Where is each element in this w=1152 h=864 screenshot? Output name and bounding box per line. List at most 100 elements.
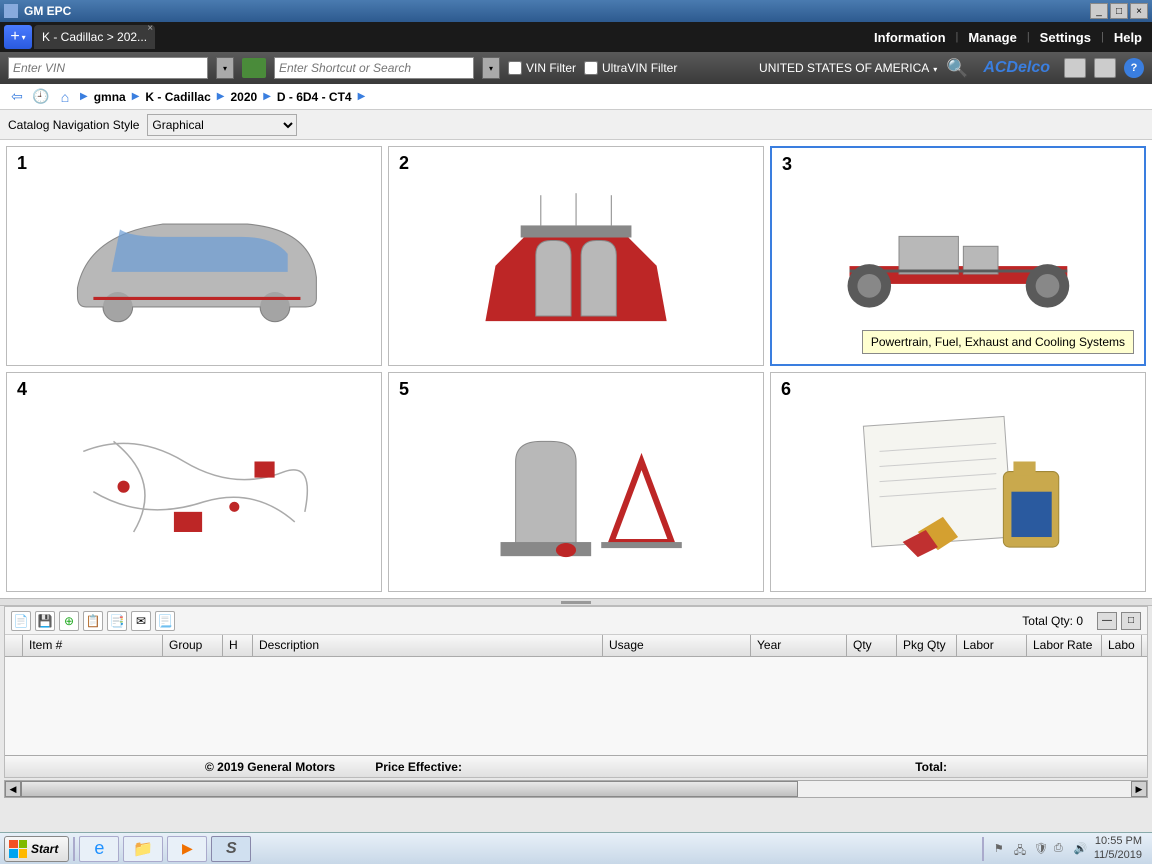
search-icon[interactable]: 🔍	[945, 56, 969, 80]
panel-splitter[interactable]	[0, 598, 1152, 606]
menu-help[interactable]: Help	[1104, 30, 1152, 45]
vin-dropdown-button[interactable]: ▾	[216, 57, 234, 79]
crumb-gmna[interactable]: gmna	[94, 90, 126, 104]
parts-list-panel: 📄 💾 ⊕ 📋 📑 ✉ 📃 Total Qty: 0 — □ Item #Gro…	[4, 606, 1148, 778]
taskbar-ie-icon[interactable]: e	[79, 836, 119, 862]
column-headers: Item #GroupHDescriptionUsageYearQtyPkg Q…	[5, 635, 1147, 657]
cell-number: 1	[17, 153, 27, 174]
filter-bar: ▾ ▾ VIN Filter UltraVIN Filter UNITED ST…	[0, 52, 1152, 84]
new-icon[interactable]: 📄	[11, 611, 31, 631]
home-icon[interactable]: ⌂	[56, 88, 74, 106]
tab-cadillac[interactable]: K - Cadillac > 202... ×	[34, 25, 155, 49]
category-cell-1[interactable]: 1	[6, 146, 382, 366]
column-header[interactable]: H	[223, 635, 253, 656]
copyright-label: © 2019 General Motors	[205, 760, 335, 774]
crumb-cadillac[interactable]: K - Cadillac	[145, 90, 210, 104]
car-body-diagram	[13, 153, 375, 359]
category-cell-3[interactable]: 3 Powertrain, Fuel, Exhaust and Cooling …	[770, 146, 1146, 366]
column-header[interactable]: Group	[163, 635, 223, 656]
taskbar-app-icon[interactable]: S	[211, 836, 251, 862]
folder-icon[interactable]	[1064, 58, 1086, 78]
chevron-right-icon: ▶	[132, 91, 140, 102]
new-tab-button[interactable]: +▾	[4, 25, 32, 49]
windows-taskbar: Start e 📁 ▶ S ⚑ 🖧 🛡 ⎙ 🔊 10:55 PM 11/5/20…	[0, 832, 1152, 864]
menu-manage[interactable]: Manage	[958, 30, 1026, 45]
column-header[interactable]: Labo	[1102, 635, 1142, 656]
accessories-diagram	[395, 379, 757, 585]
scroll-left-icon[interactable]: ◀	[5, 781, 21, 797]
doc-icon[interactable]: 📃	[155, 611, 175, 631]
menu-settings[interactable]: Settings	[1030, 30, 1101, 45]
column-header[interactable]: Usage	[603, 635, 751, 656]
cell-number: 4	[17, 379, 27, 400]
navstyle-select[interactable]: Graphical	[147, 114, 297, 136]
taskbar-explorer-icon[interactable]: 📁	[123, 836, 163, 862]
copy-icon[interactable]: 📑	[107, 611, 127, 631]
price-effective-label: Price Effective:	[375, 760, 462, 774]
back-icon[interactable]: ⇦	[8, 88, 26, 106]
taskbar-media-icon[interactable]: ▶	[167, 836, 207, 862]
history-icon[interactable]: 🕘	[32, 88, 50, 106]
tab-bar: +▾ K - Cadillac > 202... × Information |…	[0, 22, 1152, 52]
system-clock[interactable]: 10:55 PM 11/5/2019	[1094, 835, 1142, 861]
vin-filter-checkbox[interactable]: VIN Filter	[508, 61, 576, 75]
close-button[interactable]: ×	[1130, 3, 1148, 19]
vin-input[interactable]	[8, 57, 208, 79]
column-header[interactable]: Description	[253, 635, 603, 656]
search-dropdown-button[interactable]: ▾	[482, 57, 500, 79]
chevron-right-icon: ▶	[80, 91, 88, 102]
column-header[interactable]: Year	[751, 635, 847, 656]
scroll-thumb[interactable]	[21, 781, 798, 797]
search-input[interactable]	[274, 57, 474, 79]
parts-toolbar: 📄 💾 ⊕ 📋 📑 ✉ 📃 Total Qty: 0 — □	[5, 607, 1147, 635]
category-cell-5[interactable]: 5	[388, 372, 764, 592]
powertrain-diagram	[778, 154, 1138, 358]
tab-close-icon[interactable]: ×	[147, 23, 153, 34]
column-header[interactable]: Labor	[957, 635, 1027, 656]
cell-number: 6	[781, 379, 791, 400]
category-cell-6[interactable]: 6	[770, 372, 1146, 592]
breadcrumb-bar: ⇦ 🕘 ⌂ ▶ gmna ▶ K - Cadillac ▶ 2020 ▶ D -…	[0, 84, 1152, 110]
tray-network-icon[interactable]: 🖧	[1014, 842, 1028, 856]
cell-number: 3	[782, 154, 792, 175]
truck-icon[interactable]	[242, 58, 266, 78]
window-titlebar: GM EPC _ □ ×	[0, 0, 1152, 22]
category-cell-2[interactable]: 2	[388, 146, 764, 366]
navstyle-bar: Catalog Navigation Style Graphical	[0, 110, 1152, 140]
total-qty-label: Total Qty: 0	[1022, 614, 1083, 628]
crumb-ct4[interactable]: D - 6D4 - CT4	[277, 90, 352, 104]
column-header[interactable]: Labor Rate	[1027, 635, 1102, 656]
menu-information[interactable]: Information	[864, 30, 956, 45]
scroll-right-icon[interactable]: ▶	[1131, 781, 1147, 797]
panel-minimize-button[interactable]: —	[1097, 612, 1117, 630]
help-icon[interactable]: ?	[1124, 58, 1144, 78]
tray-device-icon[interactable]: ⎙	[1054, 842, 1068, 856]
tray-flag-icon[interactable]: ⚑	[994, 842, 1008, 856]
save-icon[interactable]: 💾	[35, 611, 55, 631]
paste-icon[interactable]: 📋	[83, 611, 103, 631]
app-icon	[4, 4, 18, 18]
tray-shield-icon[interactable]: 🛡	[1034, 842, 1048, 856]
mail-icon[interactable]: ✉	[131, 611, 151, 631]
minimize-button[interactable]: _	[1090, 3, 1108, 19]
column-header[interactable]: Item #	[23, 635, 163, 656]
total-label: Total:	[915, 760, 947, 774]
start-button[interactable]: Start	[4, 836, 69, 862]
cell-number: 5	[399, 379, 409, 400]
tab-label: K - Cadillac > 202...	[42, 30, 147, 44]
tray-volume-icon[interactable]: 🔊	[1074, 842, 1088, 856]
horizontal-scrollbar[interactable]: ◀ ▶	[4, 780, 1148, 798]
column-header[interactable]: Qty	[847, 635, 897, 656]
panel-maximize-button[interactable]: □	[1121, 612, 1141, 630]
maximize-button[interactable]: □	[1110, 3, 1128, 19]
windows-logo-icon	[9, 840, 27, 858]
country-selector[interactable]: UNITED STATES OF AMERICA▾	[759, 61, 937, 75]
print-icon[interactable]	[1094, 58, 1116, 78]
category-cell-4[interactable]: 4	[6, 372, 382, 592]
ultravin-filter-checkbox[interactable]: UltraVIN Filter	[584, 61, 677, 75]
crumb-2020[interactable]: 2020	[230, 90, 257, 104]
column-header[interactable]: Pkg Qty	[897, 635, 957, 656]
column-header[interactable]	[5, 635, 23, 656]
category-grid: 1 2 3 Powertrain, Fuel, Exhaust and Cool…	[0, 140, 1152, 598]
add-icon[interactable]: ⊕	[59, 611, 79, 631]
